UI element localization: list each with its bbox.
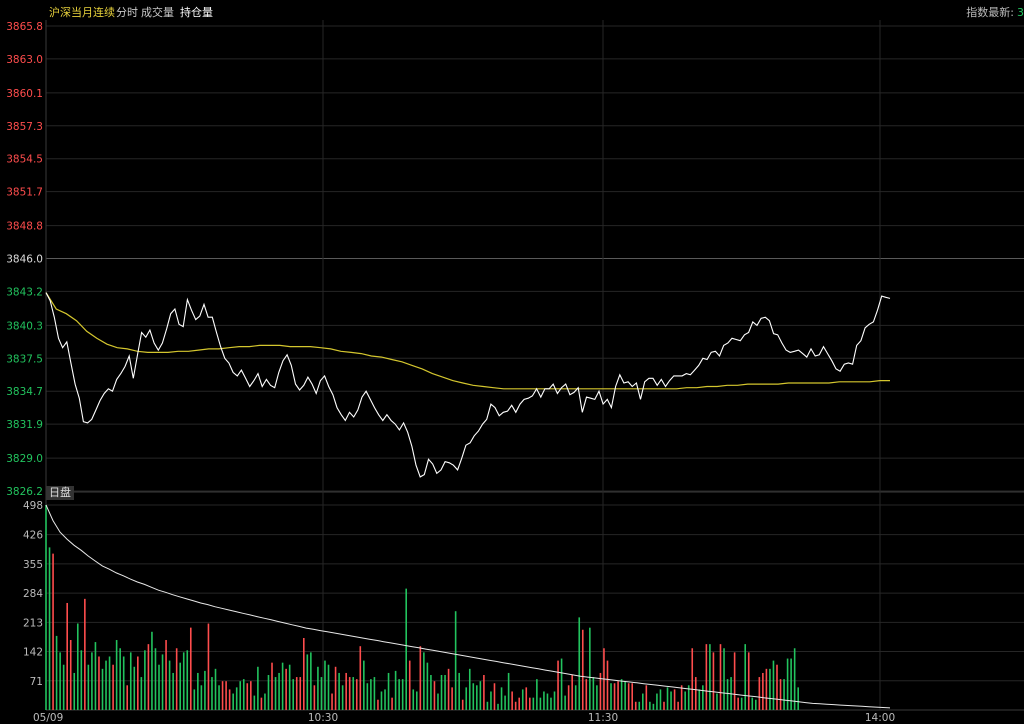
price-tick-label: 3843.2 [6, 286, 43, 298]
time-tick-label: 10:30 [308, 712, 338, 724]
price-tick-label: 3848.8 [6, 221, 43, 233]
price-tick-label: 3851.7 [6, 187, 43, 199]
volume-axis: 498 426 355 284 213 142 71 [23, 500, 43, 688]
volume-tick-label: 142 [23, 647, 43, 659]
price-axis: 3865.8 3863.0 3860.1 3857.3 3854.5 3851.7 3848… [6, 21, 43, 498]
chart-grid [45, 20, 1024, 711]
price-line [45, 292, 891, 478]
tab-contract[interactable]: 沪深当月连续 [49, 6, 115, 19]
time-tick-label: 05/09 [33, 712, 63, 724]
tab-volume[interactable]: 成交量 [141, 6, 174, 19]
price-tick-label: 3854.5 [6, 154, 43, 166]
price-tick-label: 3846.0 [6, 254, 43, 266]
price-tick-label: 3860.1 [6, 88, 43, 100]
chart-lines [45, 292, 891, 709]
open-interest-line [45, 504, 891, 709]
time-tick-label: 14:00 [865, 712, 895, 724]
price-tick-label: 3826.2 [6, 486, 43, 498]
volume-tick-label: 284 [23, 588, 43, 600]
tab-open-interest[interactable]: 持仓量 [180, 6, 213, 19]
volume-tick-label: 213 [23, 617, 43, 629]
price-tick-label: 3857.3 [6, 121, 43, 133]
price-tick-label: 3865.8 [6, 21, 43, 33]
volume-tick-label: 426 [23, 530, 43, 542]
time-axis: 05/09 10:30 11:30 14:00 [33, 712, 895, 724]
price-tick-label: 3829.0 [6, 453, 43, 465]
volume-bars [45, 505, 799, 710]
index-latest-label: 指数最新: [966, 6, 1014, 19]
price-tick-label: 3863.0 [6, 54, 43, 66]
session-tag: 日盘 [46, 486, 74, 500]
average-price-line [45, 292, 890, 390]
volume-tick-label: 71 [30, 676, 43, 688]
time-tick-label: 11:30 [588, 712, 618, 724]
index-latest-value: 3 [1017, 6, 1024, 19]
price-tick-label: 3831.9 [6, 419, 43, 431]
index-latest: 指数最新: 3 [966, 4, 1024, 20]
volume-tick-label: 498 [23, 500, 43, 512]
price-tick-label: 3837.5 [6, 353, 43, 365]
price-tick-label: 3834.7 [6, 386, 43, 398]
volume-tick-label: 355 [23, 559, 43, 571]
chart-toolbar: 沪深当月连续 分时 成交量 持仓量 指数最新: 3 [0, 0, 1024, 20]
tab-timeshare[interactable]: 分时 [116, 6, 138, 19]
price-tick-label: 3840.3 [6, 320, 43, 332]
